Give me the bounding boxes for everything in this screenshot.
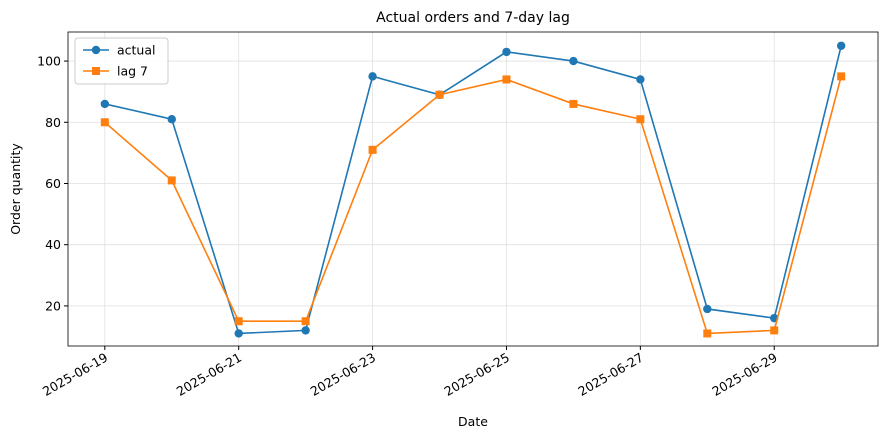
point [435,90,444,99]
point [502,75,511,84]
chart-title: Actual orders and 7-day lag [376,10,570,26]
y-tick-label: 100 [37,54,61,69]
point [234,317,243,326]
y-tick-label: 40 [45,237,61,252]
y-axis-label: Order quantity [8,143,23,235]
point [368,145,377,154]
point [167,176,176,185]
y-tick-label: 20 [45,298,61,313]
x-tick-label: 2025-06-29 [709,350,779,399]
point [703,329,712,338]
legend-marker [92,67,100,75]
x-tick-label: 2025-06-23 [308,350,378,399]
point [636,75,645,84]
point [167,115,176,124]
legend-marker [91,45,101,55]
point [636,115,645,124]
point [502,47,511,57]
x-axis-label: Date [458,414,488,429]
point [770,326,779,335]
plot-frame [67,31,879,347]
point [569,56,578,66]
legend-label: lag 7 [117,64,148,79]
x-tick-label: 2025-06-21 [174,350,244,399]
point [836,41,846,50]
point [301,326,310,335]
y-tick-label: 80 [45,115,61,130]
x-tick-label: 2025-06-27 [575,350,645,399]
point [100,118,109,127]
y-tick-label: 60 [45,176,61,191]
point [837,72,846,81]
point [234,329,243,338]
point [100,99,110,109]
point [703,304,712,314]
point [301,317,310,326]
series-line [104,45,842,335]
x-tick-label: 2025-06-25 [442,350,512,399]
point [569,99,578,108]
series-line [104,76,842,335]
legend-label: actual [117,43,156,58]
point [368,72,377,81]
x-tick-label: 2025-06-19 [40,350,110,399]
